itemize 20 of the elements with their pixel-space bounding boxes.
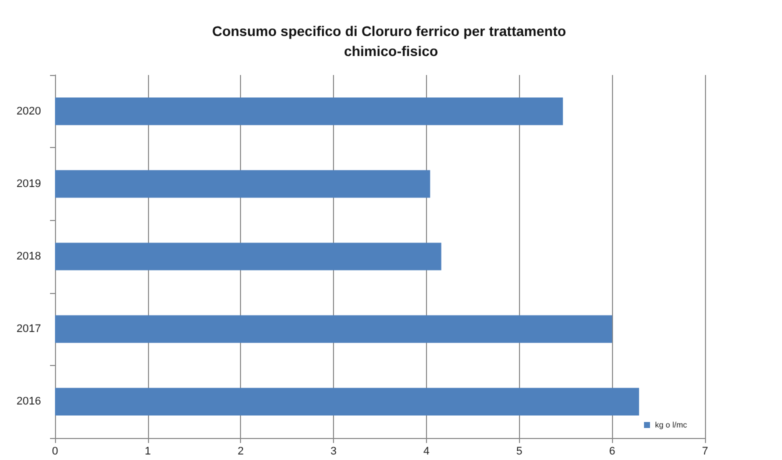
bar [55, 170, 430, 198]
y-tick-label: 2016 [16, 396, 41, 408]
legend-label: kg o l/mc [654, 420, 688, 430]
x-tick-label: 1 [144, 446, 151, 458]
x-tick-label: 6 [609, 446, 616, 458]
x-tick-label: 2 [238, 446, 244, 458]
x-tick-label: 3 [330, 446, 337, 458]
bar [55, 98, 563, 126]
bar [55, 388, 640, 416]
x-tick-label: 0 [52, 446, 58, 458]
y-tick-label: 2017 [16, 323, 41, 336]
x-tick-label: 7 [702, 446, 708, 458]
x-tick-label: 5 [516, 446, 522, 458]
y-tick-label: 2018 [16, 250, 41, 262]
bar [55, 315, 612, 343]
y-tick-label: 2019 [16, 178, 41, 190]
x-tick-label: 4 [423, 446, 430, 458]
bar [55, 242, 442, 270]
y-tick-label: 2020 [16, 105, 41, 118]
chart-title: Consumo specifico di Cloruro ferrico per trattamento chimico-fisico [212, 23, 570, 59]
